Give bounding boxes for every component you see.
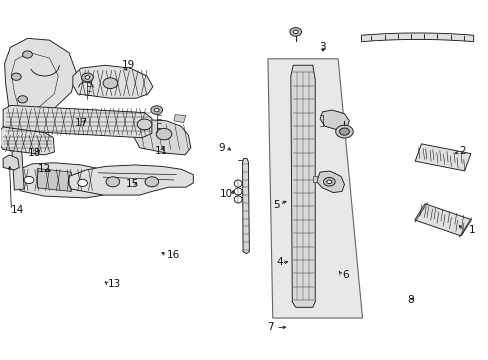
Circle shape bbox=[326, 180, 331, 184]
Polygon shape bbox=[4, 39, 76, 126]
Circle shape bbox=[151, 106, 162, 114]
Circle shape bbox=[18, 96, 27, 103]
Text: 13: 13 bbox=[108, 279, 121, 289]
Circle shape bbox=[22, 51, 32, 58]
Polygon shape bbox=[16, 163, 110, 198]
Polygon shape bbox=[173, 115, 185, 123]
Text: 19: 19 bbox=[122, 60, 135, 70]
Text: 18: 18 bbox=[28, 148, 41, 158]
Polygon shape bbox=[3, 155, 19, 170]
Text: 10: 10 bbox=[219, 189, 232, 199]
Text: 11: 11 bbox=[155, 146, 168, 156]
Polygon shape bbox=[132, 120, 190, 155]
Text: 14: 14 bbox=[10, 206, 23, 216]
Polygon shape bbox=[73, 65, 153, 98]
Text: 5: 5 bbox=[272, 200, 279, 210]
Polygon shape bbox=[132, 115, 142, 123]
Circle shape bbox=[335, 125, 352, 138]
Circle shape bbox=[156, 129, 171, 140]
Circle shape bbox=[11, 73, 21, 80]
Circle shape bbox=[293, 30, 298, 34]
Polygon shape bbox=[242, 158, 249, 253]
Circle shape bbox=[137, 119, 152, 130]
Polygon shape bbox=[3, 105, 152, 138]
Circle shape bbox=[78, 179, 87, 186]
Polygon shape bbox=[0, 127, 54, 155]
Text: 6: 6 bbox=[341, 270, 348, 280]
Circle shape bbox=[81, 73, 93, 82]
Text: 9: 9 bbox=[218, 143, 224, 153]
Circle shape bbox=[154, 108, 159, 112]
Circle shape bbox=[106, 177, 120, 187]
Text: 12: 12 bbox=[38, 164, 51, 174]
Circle shape bbox=[24, 176, 34, 184]
Text: 3: 3 bbox=[319, 42, 325, 52]
Polygon shape bbox=[316, 171, 344, 193]
Text: 15: 15 bbox=[125, 179, 139, 189]
Text: 8: 8 bbox=[406, 295, 413, 305]
Polygon shape bbox=[320, 110, 348, 130]
Circle shape bbox=[339, 128, 348, 135]
Polygon shape bbox=[414, 204, 470, 236]
Text: 16: 16 bbox=[166, 250, 180, 260]
Text: 2: 2 bbox=[458, 146, 465, 156]
Polygon shape bbox=[68, 165, 193, 195]
Polygon shape bbox=[267, 59, 362, 318]
Text: 4: 4 bbox=[276, 257, 283, 267]
Polygon shape bbox=[10, 126, 24, 190]
Polygon shape bbox=[361, 33, 473, 42]
Circle shape bbox=[85, 76, 90, 79]
Circle shape bbox=[323, 177, 334, 186]
Circle shape bbox=[289, 28, 301, 36]
Polygon shape bbox=[414, 144, 470, 171]
Text: 1: 1 bbox=[468, 225, 474, 235]
Text: 17: 17 bbox=[74, 118, 87, 128]
Circle shape bbox=[103, 78, 118, 89]
Text: 7: 7 bbox=[266, 322, 273, 332]
Circle shape bbox=[145, 177, 158, 187]
Polygon shape bbox=[312, 176, 316, 182]
Polygon shape bbox=[37, 168, 71, 192]
Polygon shape bbox=[290, 65, 315, 307]
